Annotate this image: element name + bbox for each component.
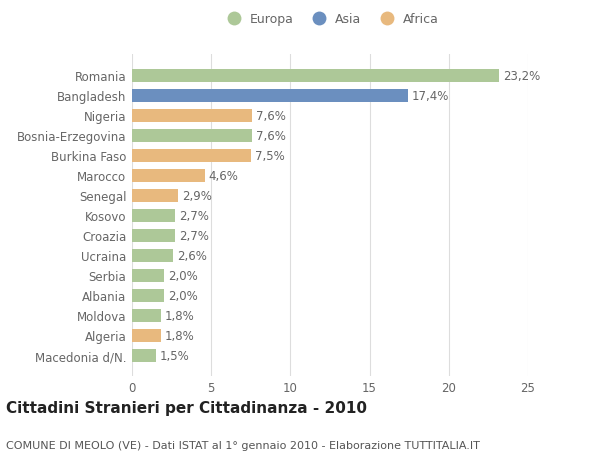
Text: Cittadini Stranieri per Cittadinanza - 2010: Cittadini Stranieri per Cittadinanza - 2…: [6, 400, 367, 415]
Text: 7,5%: 7,5%: [255, 150, 284, 162]
Bar: [132, 70, 499, 83]
Text: 7,6%: 7,6%: [256, 110, 286, 123]
Text: 4,6%: 4,6%: [209, 169, 239, 182]
Text: 2,0%: 2,0%: [167, 289, 197, 302]
Bar: [132, 229, 175, 242]
Bar: [132, 90, 407, 102]
Text: 23,2%: 23,2%: [503, 70, 541, 83]
Legend: Europa, Asia, Africa: Europa, Asia, Africa: [221, 13, 439, 26]
Text: 17,4%: 17,4%: [412, 90, 449, 103]
Bar: [132, 209, 175, 222]
Bar: [132, 189, 178, 202]
Bar: [132, 150, 251, 162]
Bar: [132, 289, 164, 302]
Text: 2,9%: 2,9%: [182, 189, 212, 202]
Bar: [132, 269, 164, 282]
Bar: [132, 129, 253, 142]
Text: 2,7%: 2,7%: [179, 209, 209, 222]
Text: 2,0%: 2,0%: [167, 269, 197, 282]
Bar: [132, 309, 161, 322]
Text: 1,8%: 1,8%: [164, 329, 194, 342]
Text: 1,8%: 1,8%: [164, 309, 194, 322]
Text: 2,7%: 2,7%: [179, 229, 209, 242]
Text: 2,6%: 2,6%: [177, 249, 207, 262]
Text: 1,5%: 1,5%: [160, 349, 190, 362]
Bar: [132, 110, 253, 123]
Text: 7,6%: 7,6%: [256, 129, 286, 142]
Bar: [132, 249, 173, 262]
Bar: [132, 169, 205, 182]
Text: COMUNE DI MEOLO (VE) - Dati ISTAT al 1° gennaio 2010 - Elaborazione TUTTITALIA.I: COMUNE DI MEOLO (VE) - Dati ISTAT al 1° …: [6, 440, 480, 450]
Bar: [132, 329, 161, 342]
Bar: [132, 349, 156, 362]
